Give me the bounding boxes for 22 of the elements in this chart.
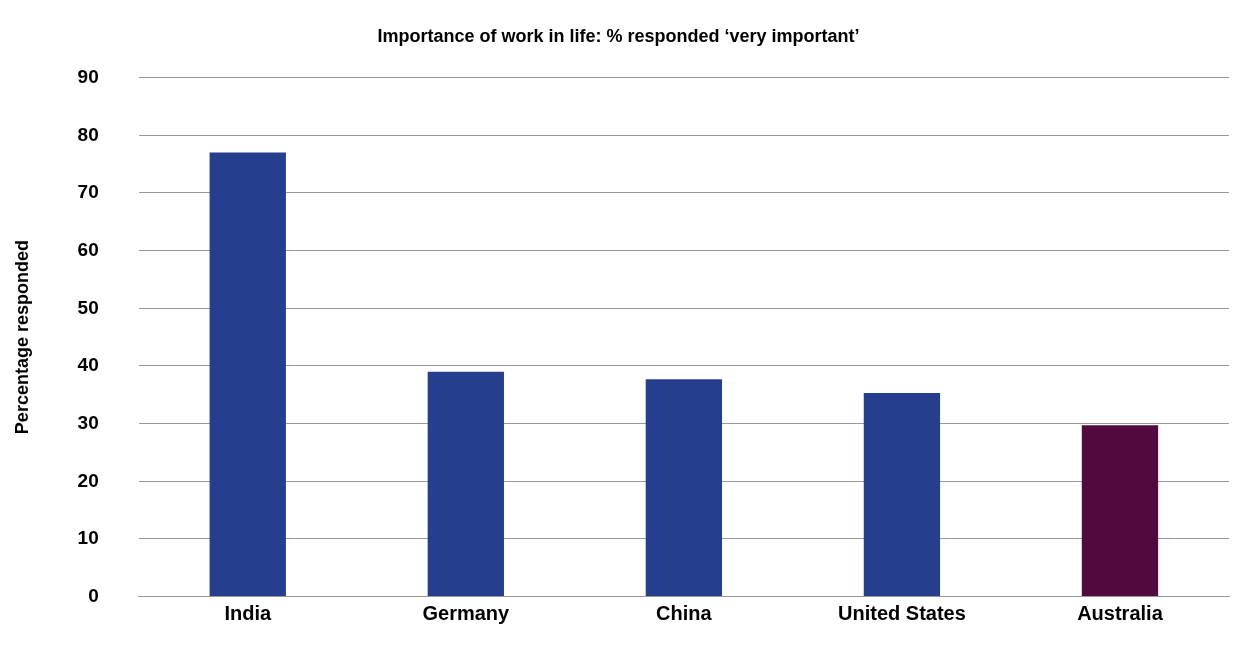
y-tick-label: 60	[77, 238, 99, 260]
y-tick-label: 0	[88, 584, 99, 606]
y-tick-label: 50	[77, 296, 99, 318]
bar	[1081, 425, 1159, 597]
y-tick-label: 10	[77, 527, 99, 549]
x-tick-label: Australia	[1077, 602, 1164, 625]
bar	[209, 152, 286, 597]
bar	[863, 393, 941, 597]
x-tick-label: Germany	[422, 602, 511, 625]
y-tick-label: 40	[77, 354, 99, 376]
x-tick-label: China	[656, 602, 713, 625]
y-tick-label: 70	[77, 181, 99, 203]
y-tick-label: 20	[77, 469, 99, 491]
y-tick-label: 80	[77, 123, 99, 145]
chart-title: Importance of work in life: % responded ‘very important’	[377, 25, 860, 46]
y-axis-title: Percentage responded	[11, 240, 32, 435]
x-tick-label: India	[224, 602, 272, 625]
bar	[645, 379, 723, 597]
y-tick-label: 90	[77, 65, 99, 87]
x-tick-label: United States	[838, 602, 966, 625]
bar	[427, 371, 504, 597]
y-tick-label: 30	[77, 411, 99, 433]
